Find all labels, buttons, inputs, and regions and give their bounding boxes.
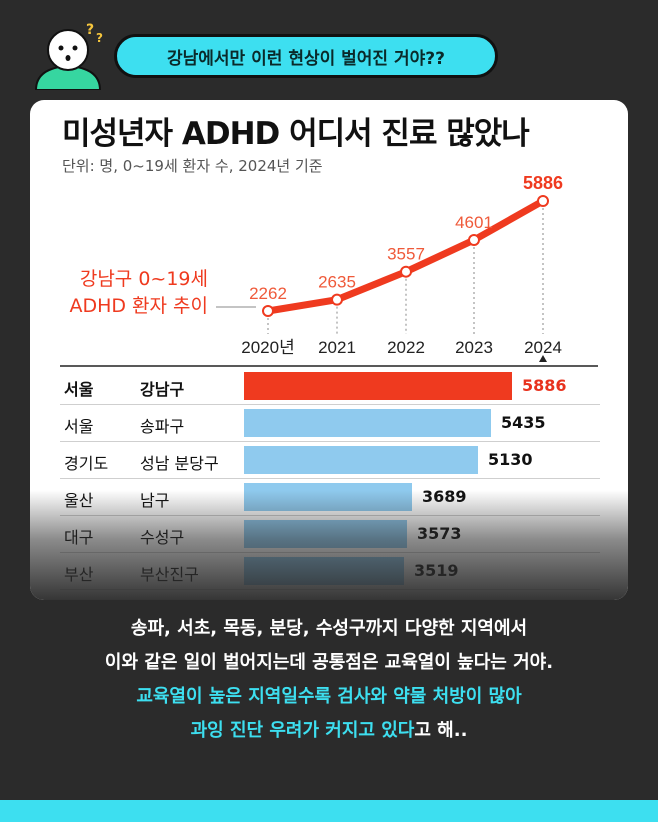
series-label: 강남구 0~19세 [80, 268, 208, 290]
x-tick-label: 2021 [318, 338, 356, 357]
speech-bubble-text: 강남에서만 이런 현상이 벌어진 거야?? [167, 48, 445, 69]
svg-text:?: ? [96, 31, 103, 45]
caption-line-2: 이와 같은 일이 벌어지는데 공통점은 교육열이 높다는 거야. [104, 652, 554, 673]
caption-line-4: 과잉 진단 우려가 커지고 있다고 해.. [0, 714, 658, 748]
district-label: 송파구 [140, 417, 185, 436]
line-chart: 2262 2635 3557 4601 5886 2020년 2021 2022 2023 202… [60, 173, 598, 367]
data-point [400, 265, 412, 278]
caption-line-4-highlight: 과잉 진단 우려가 커지고 있다 [190, 720, 415, 741]
fade-overlay [30, 490, 628, 600]
data-point [262, 305, 274, 317]
table-row: 경기도 성남 분당구 5130 [60, 442, 600, 479]
district-label: 강남구 [140, 380, 185, 399]
chart-subtitle: 단위: 명, 0~19세 환자 수, 2024년 기준 [62, 157, 323, 175]
data-point [331, 293, 343, 306]
table-row: 서울 송파구 5435 [60, 405, 600, 442]
x-tick-label: 2020년 [241, 338, 294, 357]
bar-value-label: 5435 [501, 413, 546, 432]
data-label: 2635 [318, 273, 356, 292]
speech-bubble: 강남에서만 이런 현상이 벌어진 거야?? [114, 34, 498, 78]
caption-text: 송파, 서초, 목동, 분당, 수성구까지 다양한 지역에서 이와 같은 일이 … [0, 612, 658, 748]
series-label: ADHD 환자 추이 [69, 295, 208, 317]
caption-line-4-rest: 고 해.. [414, 720, 468, 741]
data-label: 2262 [249, 284, 287, 303]
infographic-card: 미성년자 ADHD 어디서 진료 많았나 단위: 명, 0~19세 환자 수, … [30, 100, 628, 600]
x-tick-label: 2023 [455, 338, 493, 357]
bar-value-label: 5886 [522, 376, 567, 395]
bar [244, 446, 478, 474]
caption-line-3: 교육열이 높은 지역일수록 검사와 약물 처방이 많아 [136, 686, 522, 707]
svg-text:?: ? [86, 22, 94, 38]
data-point [468, 234, 480, 247]
chart-title: 미성년자 ADHD 어디서 진료 많았나 [62, 116, 530, 152]
district-label: 성남 분당구 [140, 454, 219, 473]
marker-triangle [539, 355, 547, 362]
bottom-band [0, 800, 658, 822]
mascot-character-icon: ? ? [34, 22, 103, 90]
data-label: 4601 [455, 213, 493, 232]
data-point [537, 195, 549, 207]
bar [244, 372, 512, 400]
data-label: 3557 [387, 245, 425, 264]
data-label: 5886 [523, 173, 563, 193]
region-label: 서울 [64, 417, 94, 436]
caption-line-1: 송파, 서초, 목동, 분당, 수성구까지 다양한 지역에서 [130, 618, 528, 639]
bar-value-label: 5130 [488, 450, 533, 469]
x-tick-label: 2024 [524, 338, 562, 357]
x-tick-label: 2022 [387, 338, 425, 357]
bar [244, 409, 491, 437]
table-row: 서울 강남구 5886 [60, 368, 600, 405]
region-label: 경기도 [64, 454, 109, 473]
region-label: 서울 [64, 380, 94, 399]
